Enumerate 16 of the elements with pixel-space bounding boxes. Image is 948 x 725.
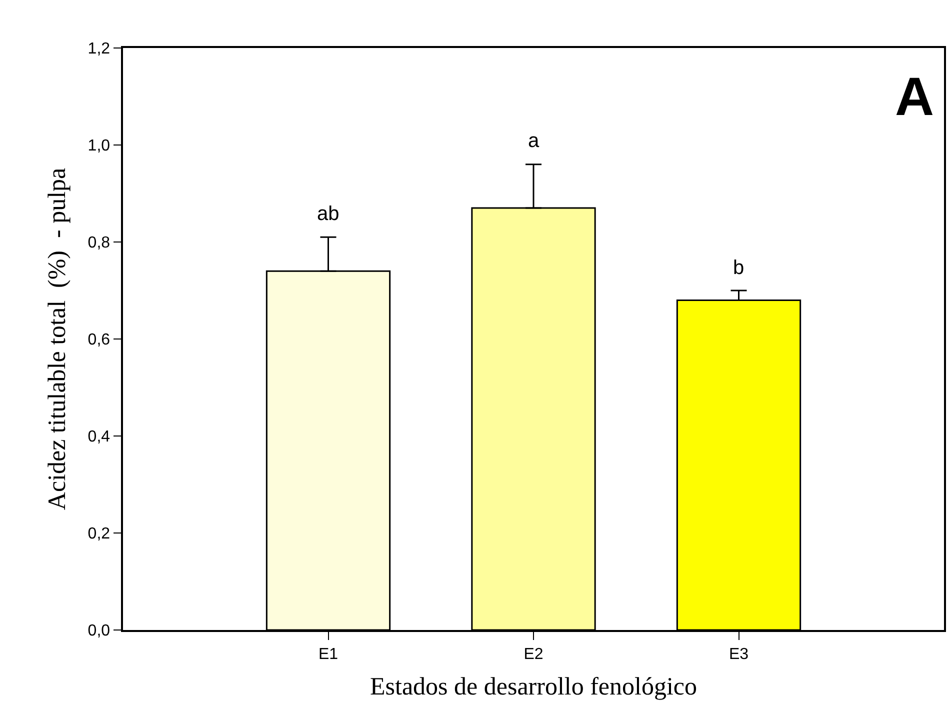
x-tick-label: E1 — [318, 646, 338, 663]
annotation: a — [528, 130, 540, 152]
annotation: ab — [317, 203, 340, 225]
x-tick-label: E2 — [524, 646, 544, 663]
y-tick-label: 1,2 — [88, 40, 110, 58]
x-axis-title: Estados de desarrollo fenológico — [370, 673, 697, 700]
y-tick-label: 0,2 — [88, 526, 110, 543]
y-tick-label: 1,0 — [88, 138, 110, 155]
y-tick-label: 0,8 — [88, 234, 110, 252]
y-tick-label: 0,0 — [88, 622, 110, 640]
y-axis-title: Acidez titulable total (%) - pulpa — [44, 168, 72, 510]
x-tick-label: E3 — [728, 646, 749, 663]
y-tick-label: 0,6 — [88, 332, 110, 349]
annotation: b — [733, 257, 744, 279]
y-tick-label: 0,4 — [88, 428, 110, 446]
annotation: A — [895, 67, 934, 127]
